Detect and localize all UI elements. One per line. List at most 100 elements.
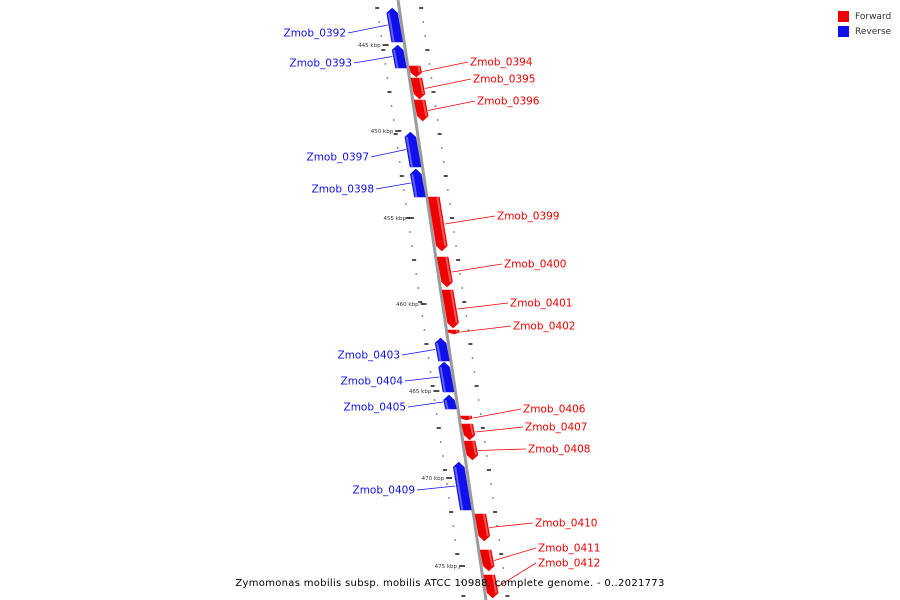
- gene-label[interactable]: Zmob_0399: [497, 211, 559, 223]
- gene-arrow-shade: [450, 290, 458, 323]
- gene-zmob_0400[interactable]: Zmob_0400: [436, 256, 566, 288]
- gene-connector: [460, 325, 512, 333]
- ruler-label: 450 kbp: [371, 129, 394, 135]
- gene-arrow[interactable]: [441, 289, 459, 329]
- gene-label[interactable]: Zmob_0401: [510, 298, 572, 310]
- gene-label[interactable]: Zmob_0407: [525, 422, 587, 434]
- gene-arrow-shade: [472, 441, 477, 455]
- gene-connector: [497, 562, 537, 587]
- gene-arrow[interactable]: [447, 329, 460, 335]
- legend-label-reverse: Reverse: [855, 26, 892, 37]
- gene-arrow-shade: [417, 66, 421, 73]
- gene-zmob_0410[interactable]: Zmob_0410: [474, 513, 598, 542]
- gene-arrow[interactable]: [404, 131, 422, 168]
- gene-arrow[interactable]: [483, 574, 499, 599]
- gene-connector: [473, 408, 522, 419]
- genome-backbone: [396, 0, 488, 600]
- gene-arrow[interactable]: [463, 440, 479, 461]
- gene-label[interactable]: Zmob_0393: [290, 58, 352, 70]
- gene-zmob_0398[interactable]: Zmob_0398: [312, 168, 426, 198]
- gene-zmob_0402[interactable]: Zmob_0402: [447, 321, 576, 335]
- gene-zmob_0405[interactable]: Zmob_0405: [344, 394, 457, 414]
- gene-connector: [489, 522, 534, 528]
- gene-connector: [494, 547, 537, 561]
- gene-zmob_0408[interactable]: Zmob_0408: [463, 440, 590, 461]
- gene-connector: [407, 401, 444, 408]
- gene-arrow-shade: [445, 257, 452, 282]
- gene-arrow[interactable]: [438, 361, 455, 393]
- gene-arrow[interactable]: [428, 196, 448, 252]
- gene-zmob_0396[interactable]: Zmob_0396: [413, 96, 540, 122]
- gene-zmob_0409[interactable]: Zmob_0409: [353, 461, 472, 511]
- gene-arrow[interactable]: [436, 256, 453, 288]
- gene-arrow[interactable]: [460, 415, 473, 421]
- gene-connector: [404, 376, 440, 382]
- gene-arrow-shade: [491, 575, 498, 593]
- gene-label[interactable]: Zmob_0412: [538, 558, 600, 570]
- gene-label[interactable]: Zmob_0410: [535, 518, 597, 530]
- gene-label[interactable]: Zmob_0396: [477, 96, 540, 108]
- gene-arrow[interactable]: [410, 168, 426, 198]
- gene-connector: [444, 215, 496, 225]
- gene-zmob_0394[interactable]: Zmob_0394: [408, 57, 533, 78]
- gene-label[interactable]: Zmob_0398: [312, 184, 374, 196]
- reverse-swatch: [838, 26, 849, 37]
- gene-connector: [457, 302, 509, 310]
- gene-arrow[interactable]: [410, 77, 426, 100]
- gene-arrow[interactable]: [408, 65, 423, 78]
- ruler-label: 445 kbp: [358, 43, 381, 49]
- gene-zmob_0412[interactable]: Zmob_0412: [483, 558, 601, 599]
- gene-zmob_0397[interactable]: Zmob_0397: [307, 131, 422, 168]
- gene-label[interactable]: Zmob_0402: [513, 321, 575, 333]
- gene-arrow-shade: [387, 13, 395, 42]
- gene-connector: [478, 448, 527, 451]
- gene-arrow-shade: [418, 78, 425, 94]
- gene-zmob_0401[interactable]: Zmob_0401: [441, 289, 572, 329]
- gene-label[interactable]: Zmob_0392: [284, 28, 346, 40]
- gene-label[interactable]: Zmob_0395: [473, 74, 535, 86]
- gene-arrow[interactable]: [474, 513, 491, 542]
- gene-arrow[interactable]: [434, 337, 450, 362]
- gene-arrow-shade: [488, 550, 494, 566]
- gene-zmob_0395[interactable]: Zmob_0395: [410, 74, 536, 100]
- gene-label[interactable]: Zmob_0400: [504, 259, 566, 271]
- gene-label[interactable]: Zmob_0397: [307, 152, 369, 164]
- gene-label[interactable]: Zmob_0403: [338, 350, 400, 362]
- gene-arrow-shade: [393, 50, 399, 68]
- ruler-label: 460 kbp: [396, 302, 419, 308]
- gene-label[interactable]: Zmob_0394: [470, 57, 533, 69]
- gene-arrow[interactable]: [391, 44, 407, 69]
- gene-label[interactable]: Zmob_0409: [353, 485, 415, 497]
- gene-connector: [451, 263, 503, 273]
- gene-zmob_0403[interactable]: Zmob_0403: [338, 337, 450, 362]
- gene-arrow-shade: [444, 400, 449, 409]
- gene-zmob_0392[interactable]: Zmob_0392: [284, 7, 403, 43]
- gene-zmob_0407[interactable]: Zmob_0407: [461, 422, 588, 441]
- gene-zmob_0404[interactable]: Zmob_0404: [341, 361, 455, 393]
- gene-label[interactable]: Zmob_0411: [538, 543, 600, 555]
- gene-arrow-shade: [439, 367, 446, 392]
- gene-zmob_0399[interactable]: Zmob_0399: [428, 196, 559, 252]
- gene-label[interactable]: Zmob_0406: [523, 404, 586, 416]
- gene-connector: [401, 349, 436, 356]
- gene-arrow-shade: [405, 137, 413, 167]
- gene-arrow[interactable]: [386, 7, 403, 43]
- gene-connector: [475, 426, 524, 433]
- gene-zmob_0411[interactable]: Zmob_0411: [479, 543, 600, 572]
- gene-label[interactable]: Zmob_0408: [528, 444, 590, 456]
- gene-zmob_0406[interactable]: Zmob_0406: [460, 404, 586, 421]
- gene-zmob_0393[interactable]: Zmob_0393: [290, 44, 407, 70]
- gene-arrow-shade: [469, 424, 475, 435]
- gene-label[interactable]: Zmob_0404: [341, 376, 404, 388]
- ruler-label: 455 kbp: [384, 216, 407, 222]
- gene-connector: [428, 100, 476, 111]
- genome-caption: Zymomonas mobilis subsp. mobilis ATCC 10…: [235, 578, 665, 589]
- gene-arrow[interactable]: [443, 394, 457, 410]
- gene-arrow[interactable]: [413, 99, 429, 122]
- gene-arrow[interactable]: [461, 423, 476, 441]
- gene-label[interactable]: Zmob_0405: [344, 402, 406, 414]
- gene-connector: [422, 61, 469, 72]
- gene-arrow[interactable]: [452, 461, 472, 511]
- gene-arrow[interactable]: [479, 549, 495, 572]
